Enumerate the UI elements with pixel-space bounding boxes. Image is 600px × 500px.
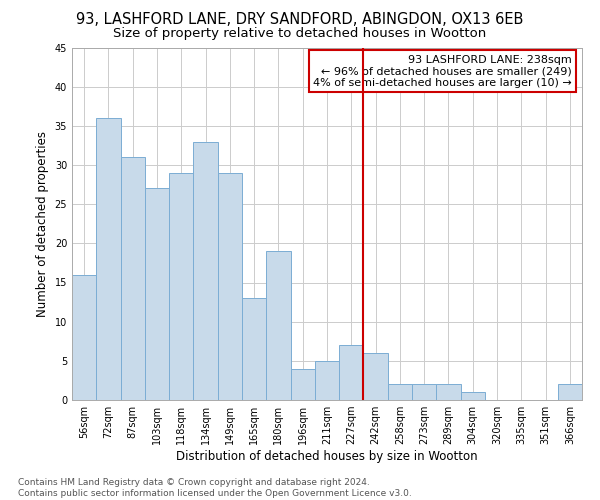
Bar <box>461 392 485 400</box>
Bar <box>388 384 412 400</box>
Bar <box>315 361 339 400</box>
Bar <box>193 142 218 400</box>
Bar <box>145 188 169 400</box>
Bar <box>290 368 315 400</box>
Bar <box>339 345 364 400</box>
Bar <box>558 384 582 400</box>
Text: Contains HM Land Registry data © Crown copyright and database right 2024.
Contai: Contains HM Land Registry data © Crown c… <box>18 478 412 498</box>
Bar <box>364 353 388 400</box>
Bar <box>412 384 436 400</box>
Bar <box>121 157 145 400</box>
Bar <box>96 118 121 400</box>
Bar <box>266 251 290 400</box>
Text: 93 LASHFORD LANE: 238sqm
← 96% of detached houses are smaller (249)
4% of semi-d: 93 LASHFORD LANE: 238sqm ← 96% of detach… <box>313 54 572 88</box>
Text: Size of property relative to detached houses in Wootton: Size of property relative to detached ho… <box>113 28 487 40</box>
Bar <box>72 274 96 400</box>
Bar <box>218 173 242 400</box>
Bar <box>169 173 193 400</box>
X-axis label: Distribution of detached houses by size in Wootton: Distribution of detached houses by size … <box>176 450 478 463</box>
Text: 93, LASHFORD LANE, DRY SANDFORD, ABINGDON, OX13 6EB: 93, LASHFORD LANE, DRY SANDFORD, ABINGDO… <box>76 12 524 28</box>
Bar <box>436 384 461 400</box>
Y-axis label: Number of detached properties: Number of detached properties <box>36 130 49 317</box>
Bar <box>242 298 266 400</box>
